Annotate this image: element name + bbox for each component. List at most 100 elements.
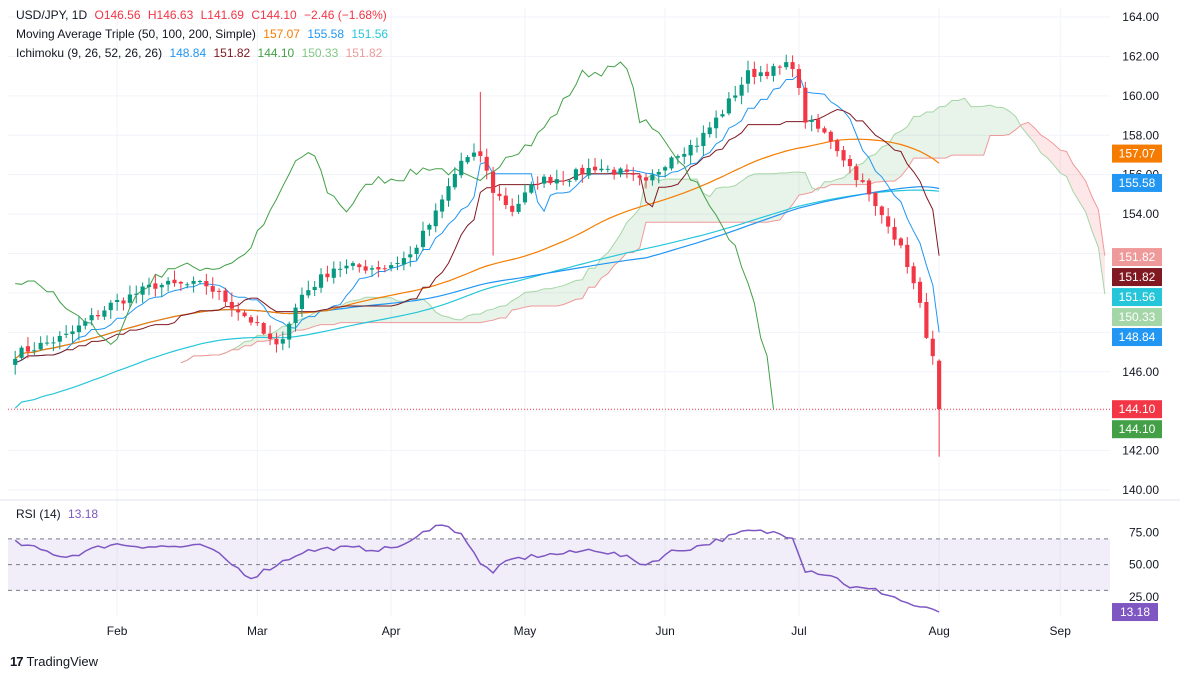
candle-body — [427, 224, 432, 230]
candle-body — [491, 171, 496, 193]
candles — [13, 54, 942, 457]
span-a-value: 150.33 — [301, 46, 339, 60]
candle-body — [108, 302, 113, 311]
candle-body — [102, 310, 107, 317]
candle-body — [847, 159, 853, 167]
cloud-segment — [1072, 164, 1080, 202]
cloud-segment — [741, 176, 748, 223]
candle-body — [733, 95, 738, 98]
candle-body — [32, 350, 37, 352]
price-tick-label: 140.00 — [1122, 483, 1159, 497]
candle-body — [280, 339, 285, 344]
brand-label: TradingView — [26, 654, 99, 669]
candle-body — [930, 338, 935, 357]
cloud-segment — [588, 268, 596, 288]
ichimoku-cloud — [180, 98, 1105, 363]
candle-body — [663, 167, 668, 171]
candle-body — [835, 140, 840, 152]
rsi-value-box — [1112, 603, 1158, 622]
span-b-line — [180, 121, 1106, 364]
candle-body — [682, 153, 687, 157]
cloud-segment — [728, 185, 736, 223]
price-tick-label: 164.00 — [1122, 10, 1159, 24]
candle-body — [153, 283, 158, 289]
candle-body — [185, 284, 190, 286]
cloud-segment — [964, 98, 971, 156]
candle-body — [580, 167, 585, 175]
candle-body — [739, 84, 744, 96]
cloud-segment — [499, 305, 506, 319]
candle-body — [344, 265, 349, 269]
cloud-segment — [837, 177, 844, 185]
candle-body — [784, 62, 789, 68]
candle-body — [369, 268, 375, 270]
cloud-segment — [626, 215, 634, 253]
candle-body — [771, 66, 776, 76]
price-label-text: 144.10 — [1119, 422, 1156, 436]
cloud-segment — [862, 156, 870, 185]
candle-body — [612, 169, 617, 175]
candle-body — [51, 342, 56, 344]
candle-body — [752, 68, 757, 77]
cloud-segment — [575, 279, 583, 300]
candle-body — [803, 87, 808, 123]
cloud-segment — [747, 173, 755, 223]
candle-body — [898, 238, 903, 246]
candle-body — [471, 152, 477, 157]
cloud-segment — [1009, 110, 1016, 135]
rsi-value-text: 13.18 — [1120, 605, 1150, 619]
price-label-box — [1112, 328, 1162, 347]
cloud-segment — [945, 100, 952, 159]
ichimoku-label: Ichimoku (9, 26, 52, 26, 26) — [16, 46, 163, 60]
candle-body — [64, 333, 69, 335]
cloud-segment — [646, 174, 653, 223]
candle-body — [13, 358, 18, 365]
candle-body — [701, 132, 706, 147]
grid-lines — [8, 8, 1110, 616]
candle-body — [382, 268, 387, 270]
cloud-segment — [958, 98, 965, 156]
cloud-segment — [843, 171, 850, 185]
candle-body — [561, 180, 566, 182]
candle-body — [312, 286, 317, 291]
candle-body — [261, 323, 266, 334]
cloud-segment — [448, 317, 455, 323]
price-label-box — [1112, 173, 1162, 192]
cloud-segment — [333, 306, 341, 325]
month-tick-label: Jul — [791, 624, 806, 638]
cloud-segment — [926, 112, 933, 159]
ma-legend: Moving Average Triple (50, 100, 200, Sim… — [16, 27, 392, 41]
candle-body — [643, 177, 649, 181]
candle-body — [229, 301, 234, 309]
candle-body — [115, 299, 120, 302]
cloud-segment — [939, 106, 946, 159]
candle-body — [529, 184, 534, 193]
cloud-segment — [1021, 122, 1029, 136]
candle-body — [267, 333, 273, 339]
cloud-segment — [760, 173, 768, 223]
candle-body — [465, 157, 470, 163]
candle-body — [567, 180, 572, 182]
candle-body — [892, 227, 897, 240]
cloud-segment — [372, 297, 379, 323]
cloud-segment — [556, 285, 564, 306]
tradingview-brand[interactable]: 17 TradingView — [10, 654, 98, 669]
rsi-legend: RSI (14) 13.18 — [16, 507, 102, 521]
candle-body — [127, 294, 132, 303]
cloud-segment — [359, 297, 366, 323]
symbol-legend: USD/JPY, 1D O146.56 H146.63 L141.69 C144… — [16, 8, 391, 22]
candle-body — [76, 325, 81, 333]
rsi-tick-label: 75.00 — [1129, 525, 1159, 539]
cloud-segment — [703, 193, 710, 223]
cloud-segment — [327, 308, 334, 325]
candle-body — [414, 247, 419, 255]
cloud-segment — [722, 187, 729, 223]
cloud-segment — [754, 173, 761, 223]
cloud-segment — [875, 147, 882, 183]
candle-body — [937, 360, 942, 410]
candle-body — [828, 131, 833, 142]
candle-body — [631, 173, 636, 175]
cloud-segment — [671, 179, 678, 223]
cloud-segment — [983, 105, 991, 156]
